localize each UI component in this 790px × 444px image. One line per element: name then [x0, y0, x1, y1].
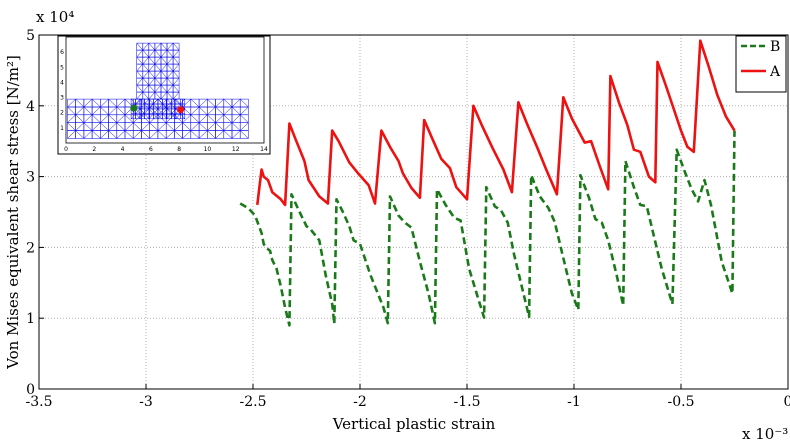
y-tick-label: 3: [26, 170, 35, 186]
inset-y-tick-label: 3: [60, 95, 64, 102]
legend-label-A: A: [769, 64, 781, 80]
series-line-B: [239, 130, 736, 327]
inset-x-tick-label: 0: [64, 146, 68, 153]
x-tick-label: 0: [784, 394, 790, 410]
inset-marker-B: [130, 104, 138, 112]
x-multiplier-label: x 10⁻³: [742, 425, 788, 443]
inset-frame: [65, 36, 265, 144]
inset-y-tick-label: 5: [60, 64, 64, 71]
y-axis-label: Von Mises equivalent shear stress [N/m²]: [4, 55, 22, 370]
legend-label-B: B: [770, 39, 780, 55]
y-tick-label: 0: [26, 382, 35, 398]
y-tick-label: 4: [26, 99, 35, 115]
inset-x-tick-label: 12: [232, 146, 240, 153]
y-tick-labels: 0 1 2 3 4 5: [26, 28, 35, 398]
plot-frame: [38, 34, 789, 390]
inset-x-tick-label: 8: [177, 146, 181, 153]
inset-x-tick-label: 10: [204, 146, 212, 153]
inset-x-tick-label: 6: [149, 146, 153, 153]
y-tick-label: 1: [26, 311, 35, 327]
x-tick-labels: -3.5 -3 -2.5 -2 -1.5 -1 -0.5 0: [26, 394, 790, 410]
x-tick-label: -3.5: [26, 394, 53, 410]
x-axis-label: Vertical plastic strain: [332, 415, 496, 433]
x-tick-label: -2.5: [240, 394, 267, 410]
x-tick-label: -3: [139, 394, 153, 410]
x-tick-label: -1: [567, 394, 581, 410]
inset-x-tick-label: 2: [92, 146, 96, 153]
x-tick-label: -2: [353, 394, 367, 410]
inset-x-tick-label: 14: [260, 146, 268, 153]
inset-y-tick-label: 6: [60, 49, 64, 56]
inset-x-tick-label: 4: [121, 146, 125, 153]
inset-background: [57, 35, 271, 155]
series-layer: [239, 39, 736, 327]
x-tick-label: -0.5: [668, 394, 695, 410]
series-line-A: [256, 39, 736, 207]
inset-y-tick-label: 4: [60, 79, 64, 86]
inset-y-tick-label: 1: [60, 125, 64, 132]
y-multiplier-label: x 10⁴: [36, 8, 74, 26]
x-tick-label: -1.5: [454, 394, 481, 410]
mesh: [67, 42, 249, 139]
y-tick-label: 2: [26, 240, 35, 256]
inset-marker-A: [177, 106, 185, 114]
legend: BA: [735, 35, 787, 93]
y-tick-label: 5: [26, 28, 35, 44]
inset-y-tick-label: 2: [60, 110, 64, 117]
